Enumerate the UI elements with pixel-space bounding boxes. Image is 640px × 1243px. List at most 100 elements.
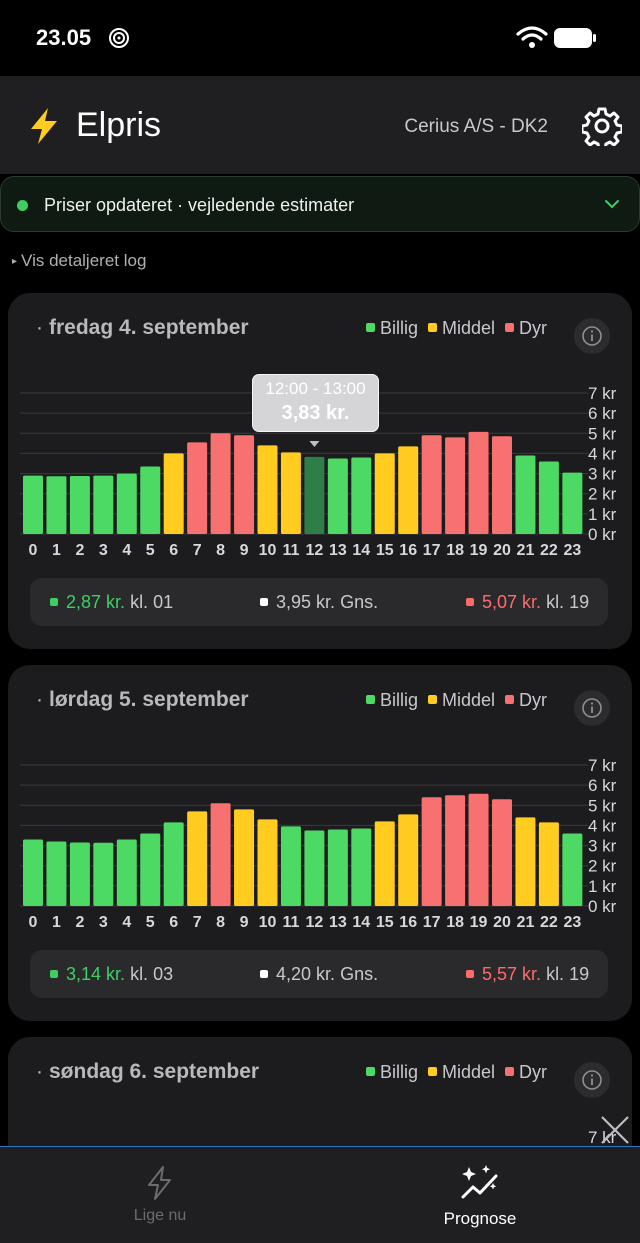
price-chart[interactable]: 7 kr: [8, 1037, 632, 1197]
legend-medium: Middel: [428, 690, 495, 711]
price-bar[interactable]: [257, 819, 278, 906]
price-bar[interactable]: [116, 473, 137, 534]
banner-text: Priser opdateret · vejledende estimater: [44, 195, 355, 215]
price-bar[interactable]: [187, 811, 208, 906]
y-tick-label: 1 kr: [588, 505, 617, 524]
x-tick-label: 19: [470, 914, 488, 931]
y-tick-label: 2 kr: [588, 485, 617, 504]
info-button[interactable]: [574, 1062, 610, 1098]
x-tick-label: 16: [399, 914, 417, 931]
lightning-icon: [31, 108, 57, 144]
price-bar[interactable]: [398, 814, 419, 906]
price-bar[interactable]: [257, 445, 278, 534]
price-bar[interactable]: [515, 455, 536, 534]
update-banner[interactable]: Priser opdateret · vejledende estimater: [0, 176, 640, 232]
x-tick-label: 13: [329, 542, 347, 559]
price-bar[interactable]: [280, 452, 301, 534]
price-bar[interactable]: [562, 472, 583, 534]
detail-log-link[interactable]: ▸ Vis detaljeret log: [12, 251, 146, 271]
x-tick-label: 19: [470, 542, 488, 559]
legend-expensive: Dyr: [505, 1062, 547, 1083]
day-title: · lørdag 5. september: [36, 688, 249, 711]
price-bar[interactable]: [492, 799, 512, 906]
price-bar[interactable]: [327, 458, 348, 534]
price-bar[interactable]: [280, 826, 301, 906]
stat-min: 3,14 kr. kl. 03: [50, 964, 173, 985]
price-bar[interactable]: [187, 442, 208, 534]
provider-label[interactable]: Cerius A/S - DK2: [404, 116, 548, 137]
stat-average: 3,95 kr. Gns.: [260, 592, 378, 613]
price-bar[interactable]: [538, 461, 559, 534]
legend-cheap: Billig: [366, 318, 418, 339]
price-bar[interactable]: [93, 475, 114, 534]
price-bar[interactable]: [374, 821, 395, 906]
price-bar[interactable]: [23, 839, 43, 906]
nav-tab-forecast[interactable]: Prognose: [320, 1147, 640, 1243]
price-bar[interactable]: [23, 475, 43, 534]
price-bar[interactable]: [140, 466, 161, 534]
price-bar[interactable]: [492, 436, 512, 534]
price-bar[interactable]: [515, 817, 536, 906]
info-button[interactable]: [574, 318, 610, 354]
price-bar[interactable]: [93, 842, 114, 906]
x-tick-label: 2: [75, 542, 84, 559]
x-tick-label: 9: [240, 542, 249, 559]
x-tick-label: 18: [446, 542, 464, 559]
price-bar[interactable]: [562, 833, 583, 906]
price-bar[interactable]: [163, 453, 184, 534]
nav-label-now: Lige nu: [133, 1207, 187, 1224]
price-bar[interactable]: [538, 822, 559, 906]
price-bar[interactable]: [468, 431, 489, 534]
x-tick-label: 18: [446, 914, 464, 931]
price-bar[interactable]: [327, 829, 348, 906]
y-tick-label: 1 kr: [588, 877, 617, 896]
price-bar[interactable]: [210, 803, 231, 906]
close-icon[interactable]: [598, 1113, 632, 1147]
legend: Billig Middel Dyr: [366, 690, 557, 711]
nav-label-forecast: Prognose: [443, 1209, 517, 1228]
price-bar[interactable]: [140, 833, 161, 906]
price-bar[interactable]: [69, 842, 90, 906]
price-bar[interactable]: [351, 828, 372, 906]
price-bar[interactable]: [234, 435, 255, 534]
day-card-saturday: · lørdag 5. september Billig Middel Dyr 0 k…: [8, 665, 632, 1021]
price-bar[interactable]: [374, 453, 395, 534]
x-tick-label: 5: [146, 914, 155, 931]
price-bar[interactable]: [421, 797, 442, 906]
info-icon: [582, 698, 602, 718]
x-tick-label: 3: [99, 542, 108, 559]
price-bar[interactable]: [210, 433, 231, 534]
x-tick-label: 20: [493, 542, 511, 559]
price-bar[interactable]: [398, 446, 419, 534]
legend-expensive: Dyr: [505, 318, 547, 339]
price-chart[interactable]: 0 kr1 kr2 kr3 kr4 kr5 kr6 kr7 kr0 1 2 3 4 5 6 7…: [8, 293, 632, 563]
price-bar[interactable]: [351, 457, 372, 534]
nav-tab-now[interactable]: Lige nu: [0, 1147, 320, 1243]
price-bar[interactable]: [69, 475, 90, 534]
y-tick-label: 2 kr: [588, 857, 617, 876]
info-button[interactable]: [574, 690, 610, 726]
lightning-outline-icon: [148, 1166, 171, 1200]
stat-max: 5,07 kr. kl. 19: [466, 592, 589, 613]
price-bar[interactable]: [234, 809, 255, 906]
chevron-down-icon[interactable]: [603, 195, 621, 213]
price-chart[interactable]: 0 kr1 kr2 kr3 kr4 kr5 kr6 kr7 kr0 1 2 3 4 5 6 7…: [8, 665, 632, 935]
price-bar[interactable]: [116, 839, 137, 906]
detail-log-label: Vis detaljeret log: [21, 251, 147, 270]
price-bar[interactable]: [445, 437, 466, 534]
price-bar[interactable]: [421, 435, 442, 534]
price-bar[interactable]: [445, 795, 466, 906]
price-bar[interactable]: [304, 830, 325, 906]
y-tick-label: 5 kr: [588, 796, 617, 815]
settings-gear-icon[interactable]: [582, 106, 622, 146]
price-bar[interactable]: [46, 841, 67, 906]
x-tick-label: 7: [193, 914, 202, 931]
info-icon: [582, 1070, 602, 1090]
price-bar[interactable]: [46, 476, 67, 534]
x-tick-label: 21: [517, 914, 535, 931]
price-bar[interactable]: [468, 793, 489, 906]
triangle-right-icon: ▸: [12, 256, 18, 267]
price-bar[interactable]: [163, 822, 184, 906]
x-tick-label: 1: [52, 914, 61, 931]
price-bar[interactable]: [304, 456, 325, 534]
